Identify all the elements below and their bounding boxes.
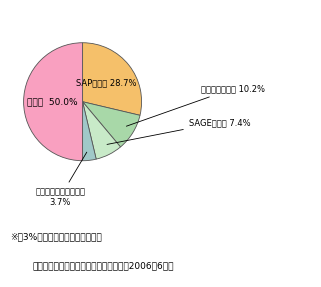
Text: SAP（独） 28.7%: SAP（独） 28.7% bbox=[76, 78, 137, 87]
Wedge shape bbox=[24, 43, 82, 161]
Text: その他  50.0%: その他 50.0% bbox=[27, 97, 77, 106]
Wedge shape bbox=[82, 102, 120, 159]
Wedge shape bbox=[82, 102, 140, 147]
Text: ※　3%以上のシェアを有する企業: ※ 3%以上のシェアを有する企業 bbox=[10, 232, 101, 241]
Wedge shape bbox=[82, 102, 96, 161]
Wedge shape bbox=[82, 43, 142, 115]
Text: オラクル（米） 10.2%: オラクル（米） 10.2% bbox=[126, 84, 265, 126]
Text: SAGE（英） 7.4%: SAGE（英） 7.4% bbox=[107, 118, 250, 144]
Text: マイクロソフト（米）
3.7%: マイクロソフト（米） 3.7% bbox=[35, 152, 87, 207]
Text: （出典）ガートナー　データクエスト（2006年6月）: （出典）ガートナー データクエスト（2006年6月） bbox=[32, 261, 174, 270]
